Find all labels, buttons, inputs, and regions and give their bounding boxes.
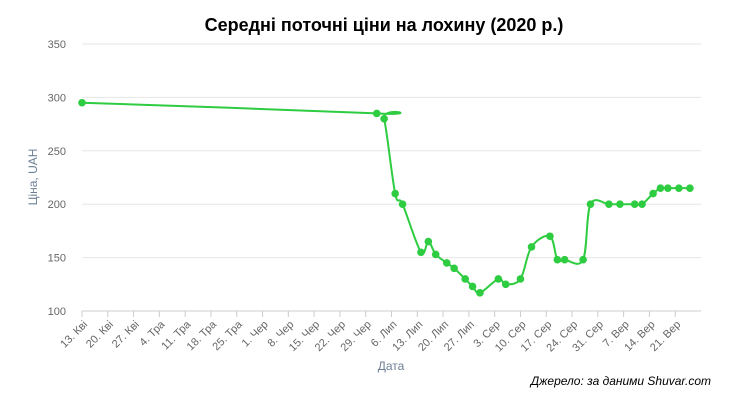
x-tick-label: 20. Кві: [84, 319, 116, 351]
data-point: [616, 200, 624, 208]
x-tick-label: 25. Тра: [210, 318, 245, 353]
x-tick-label: 13. Кві: [58, 319, 90, 351]
data-point: [546, 232, 554, 241]
data-point: [391, 189, 399, 198]
data-point: [586, 200, 595, 208]
y-tick-label: 100: [48, 306, 66, 318]
data-point: [656, 184, 665, 192]
data-point: [630, 200, 639, 208]
data-point: [461, 275, 469, 283]
y-tick-label: 350: [48, 39, 66, 51]
y-tick-label: 300: [48, 92, 66, 104]
data-point: [78, 98, 86, 107]
data-point: [638, 200, 646, 208]
data-point: [560, 255, 569, 264]
data-point: [579, 255, 587, 264]
data-point: [527, 243, 536, 251]
y-axis-ticks: 100 150 200 250 300 350: [48, 39, 66, 318]
x-axis-label: Дата: [378, 359, 405, 373]
data-point: [605, 200, 613, 208]
data-point: [501, 280, 510, 289]
y-tick-label: 150: [48, 253, 66, 265]
y-tick-label: 250: [48, 146, 66, 158]
data-point: [664, 184, 672, 192]
data-point: [675, 184, 683, 192]
data-point: [380, 114, 388, 123]
data-point: [468, 282, 477, 291]
data-point: [476, 289, 484, 297]
y-axis-label: Ціна, UAH: [26, 149, 40, 206]
series-line: [81, 101, 691, 295]
data-point: [649, 189, 657, 198]
data-points: [78, 98, 694, 297]
data-point: [553, 255, 562, 264]
data-point: [450, 264, 458, 273]
y-tick-label: 200: [48, 199, 66, 211]
data-point: [442, 259, 451, 267]
data-point: [516, 275, 525, 283]
x-tick-label: 27. Кві: [110, 319, 142, 351]
data-point: [494, 275, 503, 283]
data-point: [417, 248, 425, 257]
source-note: Джерело: за даними Shuvar.com: [529, 374, 711, 388]
data-point: [372, 109, 381, 118]
chart-title: Середні поточні ціни на лохину (2020 р.): [205, 15, 564, 35]
data-point: [424, 237, 433, 246]
data-point: [398, 200, 407, 208]
x-tick-label: 1. Чер: [240, 319, 271, 350]
gridlines: [82, 43, 701, 312]
data-point: [686, 184, 694, 192]
data-point: [431, 250, 440, 259]
